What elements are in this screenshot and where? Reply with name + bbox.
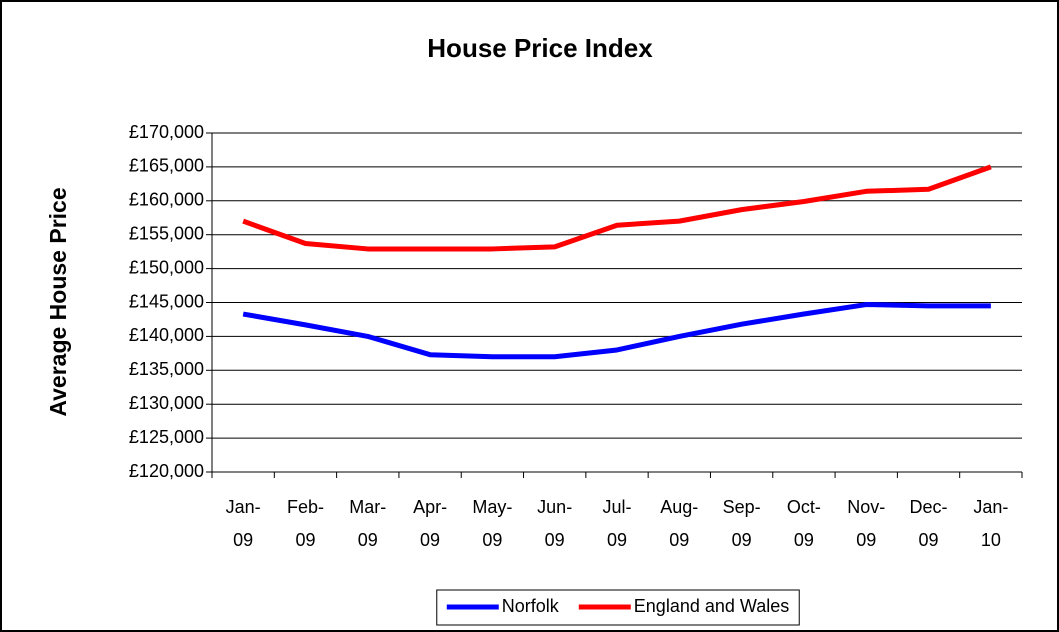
x-tick-label: Apr- 09 [413,497,447,550]
y-tick-label: £155,000 [129,223,204,243]
x-tick-label: Nov- 09 [847,497,885,550]
y-tick-label: £140,000 [129,325,204,345]
x-tick-label-line: Sep- [723,497,761,517]
x-tick-label-line: Jan- [973,497,1008,517]
x-tick-label: Dec- 09 [910,497,948,550]
y-tick-label: £120,000 [129,461,204,481]
x-tick-label-line: 09 [295,530,315,550]
x-tick-label-line: 09 [732,530,752,550]
x-tick-label: May- 09 [472,497,512,550]
x-tick-label-line: Jul- [602,497,631,517]
legend-label: England and Wales [634,596,789,616]
x-tick-label-line: 09 [856,530,876,550]
y-tick-label: £150,000 [129,257,204,277]
y-axis-label: Average House Price [45,187,71,416]
x-tick-label-line: 09 [669,530,689,550]
y-tick-label: £125,000 [129,427,204,447]
x-tick-label: Sep- 09 [723,497,761,550]
series-line [242,164,992,252]
x-tick-label-line: Jun- [537,497,572,517]
x-tick-label-line: 09 [358,530,378,550]
x-tick-label-line: May- [472,497,512,517]
y-tick-label: £135,000 [129,359,204,379]
y-tick-label: £130,000 [129,393,204,413]
x-tick-label-line: Jan- [226,497,261,517]
legend-label: Norfolk [502,596,560,616]
series-line [242,302,991,360]
x-tick-label-line: Aug- [660,497,698,517]
x-tick-label-line: 09 [794,530,814,550]
x-tick-label-line: Nov- [847,497,885,517]
x-tick-label: Mar- 09 [349,497,386,550]
x-tick-label-line: 09 [482,530,502,550]
x-tick-label-line: Feb- [287,497,324,517]
x-tick-label: Oct- 09 [787,497,821,550]
chart-title: House Price Index [427,33,653,63]
x-tick-label: Feb- 09 [287,497,324,550]
x-tick-label: Jul- 09 [602,497,631,550]
x-tick-label-line: Apr- [413,497,447,517]
x-tick-label: Jan- 09 [226,497,261,550]
y-tick-label: £160,000 [129,190,204,210]
y-tick-label: £170,000 [129,122,204,142]
x-tick-label: Aug- 09 [660,497,698,550]
x-tick-label-line: 09 [607,530,627,550]
x-tick-label-line: Oct- [787,497,821,517]
x-tick-label-line: 09 [919,530,939,550]
x-tick-label-line: 09 [233,530,253,550]
y-tick-label: £165,000 [129,156,204,176]
x-tick-label-line: Mar- [349,497,386,517]
x-tick-label-line: 09 [545,530,565,550]
x-tick-label-line: 09 [420,530,440,550]
x-tick-label-line: 10 [981,530,1001,550]
y-tick-label: £145,000 [129,291,204,311]
x-tick-label: Jun- 09 [537,497,572,550]
legend: Norfolk England and Wales [436,589,800,626]
x-tick-label: Jan- 10 [973,497,1008,550]
x-tick-label-line: Dec- [910,497,948,517]
